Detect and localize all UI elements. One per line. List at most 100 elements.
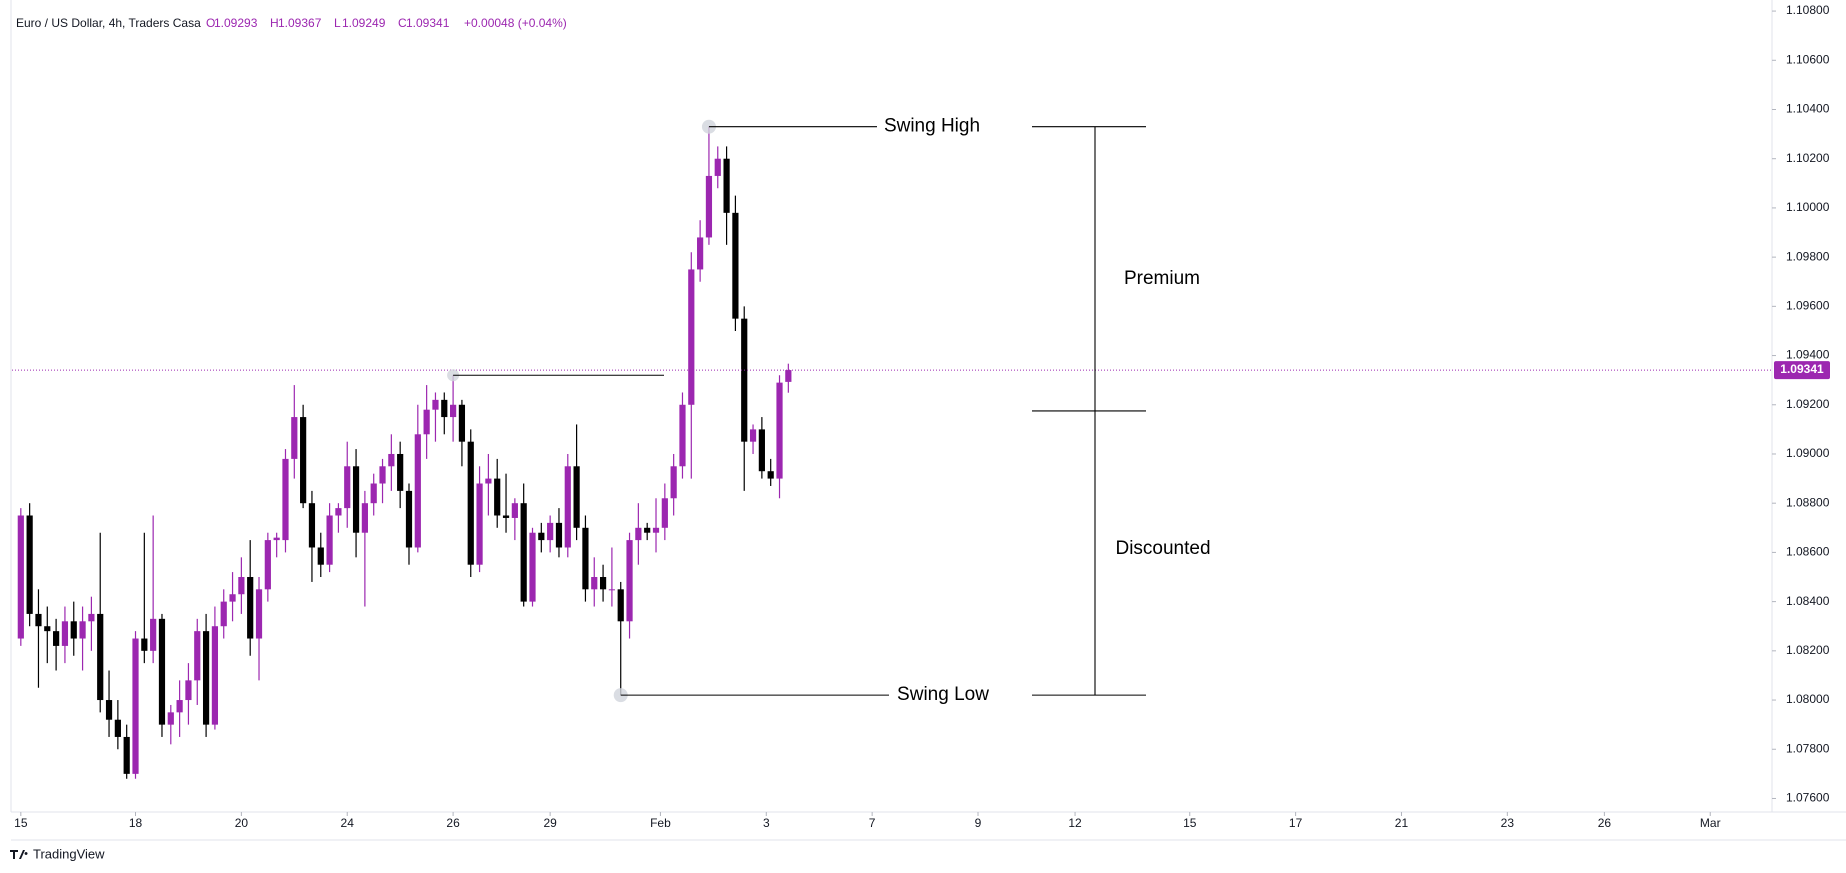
candle-body — [591, 577, 598, 590]
x-tick-label: 24 — [341, 816, 355, 830]
swing-high-label: Swing High — [884, 116, 980, 137]
candle-body — [626, 540, 633, 622]
y-tick-label: 1.07600 — [1786, 791, 1830, 805]
x-tick-label: 3 — [763, 816, 770, 830]
candle-body — [326, 515, 333, 565]
candle-body — [291, 417, 298, 459]
candle-body — [414, 434, 421, 548]
y-tick-label: 1.09400 — [1786, 348, 1830, 362]
candle-body — [105, 700, 113, 720]
candle-body — [141, 638, 148, 651]
ohlc-label: L — [334, 16, 341, 30]
y-tick-label: 1.09800 — [1786, 249, 1830, 263]
candle-body — [211, 626, 219, 725]
candle-body — [679, 404, 686, 467]
y-tick-label: 1.10800 — [1786, 3, 1830, 17]
x-tick-label: 23 — [1501, 816, 1515, 830]
x-tick-label: 17 — [1289, 816, 1303, 830]
candle-body — [61, 621, 69, 646]
candle-body — [344, 466, 351, 509]
candle-body — [255, 589, 263, 639]
candle-body — [167, 712, 174, 725]
candle-body — [300, 417, 307, 504]
candle-body — [317, 547, 324, 565]
candle-body — [379, 466, 386, 484]
candle-body — [247, 577, 254, 639]
candle-body — [282, 458, 289, 541]
candle-body — [732, 212, 739, 319]
candle-body — [485, 478, 492, 484]
candle-body — [158, 618, 166, 725]
candle-body — [220, 601, 227, 627]
price-tag-label: 1.09341 — [1780, 362, 1824, 376]
candle-body — [670, 466, 677, 499]
x-tick-label: 26 — [1598, 816, 1612, 830]
y-tick-label: 1.10200 — [1786, 151, 1830, 165]
ohlc-label: H — [270, 16, 279, 30]
y-tick-label: 1.08600 — [1786, 545, 1830, 559]
candle-body — [529, 532, 536, 602]
brand-logo — [10, 850, 28, 859]
candle-body — [617, 589, 624, 622]
candle-body — [229, 594, 236, 602]
ohlc-value: 1.09367 — [278, 16, 322, 30]
candle-body — [423, 409, 430, 435]
candle-body — [520, 503, 527, 602]
y-tick-label: 1.08800 — [1786, 495, 1830, 509]
candle-body — [538, 532, 545, 541]
candle-body — [467, 441, 474, 565]
y-tick-label: 1.10000 — [1786, 200, 1830, 214]
candle-body — [308, 503, 316, 548]
y-tick-label: 1.07800 — [1786, 741, 1830, 755]
candle-body — [652, 527, 660, 533]
price-tag — [1774, 361, 1830, 380]
candle-body — [264, 540, 271, 590]
candle-body — [450, 404, 457, 418]
x-tick-label: 20 — [235, 816, 249, 830]
candle-body — [397, 453, 404, 491]
y-tick-label: 1.09200 — [1786, 397, 1830, 411]
candle-body — [767, 471, 774, 479]
x-tick-label: 9 — [975, 816, 982, 830]
candle-body — [273, 537, 280, 541]
candle-body — [644, 527, 651, 533]
candle-body — [494, 478, 501, 516]
candle-body — [555, 522, 563, 548]
x-tick-label: 18 — [129, 816, 143, 830]
candle-body — [573, 466, 580, 528]
candle-body — [238, 577, 245, 595]
candle-body — [705, 175, 713, 238]
candle-body — [44, 626, 51, 632]
x-tick-label: 29 — [543, 816, 557, 830]
candle-body — [405, 490, 413, 548]
chart-title: Euro / US Dollar, 4h, Traders Casa — [16, 16, 201, 30]
discounted-label: Discounted — [1115, 538, 1210, 559]
candle-body — [661, 498, 668, 528]
y-tick-label: 1.09000 — [1786, 446, 1830, 460]
candle-body — [688, 269, 695, 405]
candle-body — [635, 527, 642, 541]
candle-body — [132, 638, 139, 774]
x-tick-label: 21 — [1395, 816, 1409, 830]
y-tick-label: 1.08200 — [1786, 643, 1830, 657]
candle-body — [53, 631, 60, 646]
change: +0.00048 (+0.04%) — [464, 16, 567, 30]
candle-body — [758, 429, 765, 472]
y-tick-label: 1.08000 — [1786, 692, 1830, 706]
candle-body — [35, 613, 42, 627]
candle-body — [582, 527, 589, 590]
candle-body — [88, 613, 95, 622]
candle-body — [176, 700, 183, 713]
candle-body — [79, 621, 86, 639]
candle-body — [785, 370, 792, 382]
x-tick-label: 7 — [869, 816, 876, 830]
candle-body — [361, 503, 368, 533]
candle-body — [741, 318, 748, 442]
ohlc-value: 1.09293 — [214, 16, 258, 30]
x-tick-label: Feb — [650, 816, 671, 830]
candle-body — [697, 237, 704, 270]
candle-body — [114, 719, 121, 737]
y-tick-label: 1.09600 — [1786, 299, 1830, 313]
